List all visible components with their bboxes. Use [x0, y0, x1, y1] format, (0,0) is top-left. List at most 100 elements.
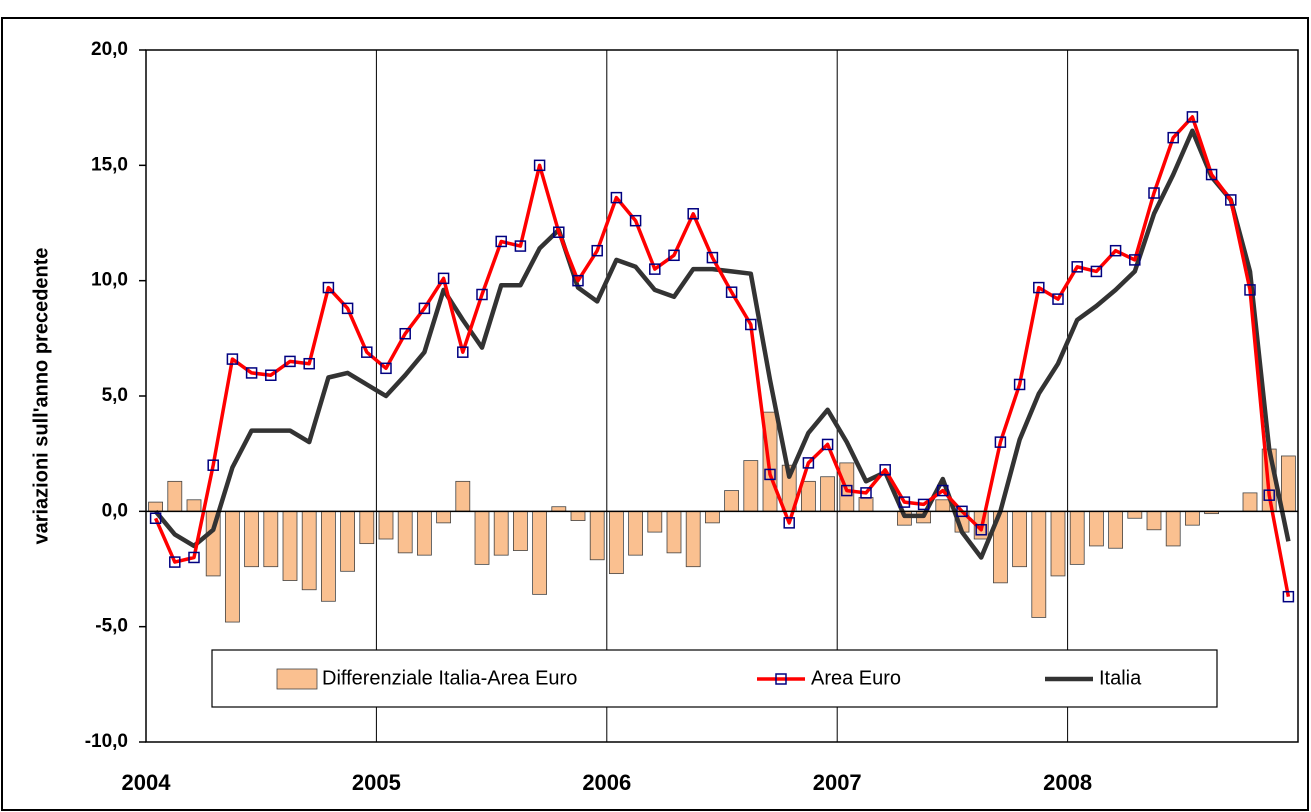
bar: [263, 510, 279, 568]
marker: [457, 346, 469, 358]
bar: [685, 510, 701, 568]
legend-swatch: [276, 668, 318, 690]
bar: [935, 499, 951, 512]
bar: [359, 510, 375, 545]
bar: [1242, 492, 1258, 512]
bar: [1146, 510, 1162, 531]
line: [153, 128, 1291, 560]
marker: [399, 327, 411, 340]
marker: [303, 357, 315, 370]
marker: [1282, 590, 1295, 603]
bar: [1281, 455, 1296, 512]
legend-label: Differenziale Italia-Area Euro: [322, 667, 577, 689]
marker: [879, 464, 891, 476]
bar: [493, 510, 509, 556]
y-tick-label: 0,0: [102, 500, 128, 521]
marker: [994, 436, 1007, 448]
legend-marker: [775, 673, 787, 685]
marker: [226, 353, 239, 365]
bar: [1108, 510, 1123, 549]
marker: [1071, 261, 1083, 273]
marker: [533, 159, 546, 172]
bar: [705, 510, 720, 524]
marker: [245, 367, 258, 379]
bar: [301, 510, 317, 591]
y-tick-label: -10,0: [85, 731, 128, 752]
marker: [841, 484, 853, 497]
marker: [1148, 187, 1160, 199]
marker: [860, 487, 872, 499]
marker: [265, 369, 277, 381]
marker: [1052, 293, 1064, 305]
bar: [724, 490, 739, 512]
bar: [858, 497, 874, 512]
bar: [474, 510, 490, 565]
bar: [1165, 510, 1181, 547]
legend-label: Area Euro: [811, 667, 901, 689]
marker: [1090, 265, 1103, 278]
x-tick-label: 2004: [122, 770, 172, 795]
y-tick-label: 5,0: [102, 385, 128, 406]
marker: [1109, 244, 1122, 257]
bar: [1089, 510, 1104, 547]
marker: [975, 524, 987, 536]
marker: [418, 302, 431, 315]
x-tick-label: 2006: [582, 770, 631, 795]
marker: [610, 191, 623, 204]
marker: [1205, 168, 1218, 181]
bar: [820, 476, 835, 512]
marker: [169, 556, 181, 568]
marker: [476, 288, 488, 301]
bar: [416, 510, 432, 556]
bar: [666, 510, 682, 554]
marker: [687, 208, 699, 220]
bar: [378, 510, 394, 540]
marker: [207, 459, 219, 471]
bar: [1031, 510, 1047, 618]
bar: [609, 510, 624, 575]
bar: [628, 510, 643, 556]
bar: [167, 480, 183, 512]
bar: [1127, 510, 1143, 519]
marker: [1225, 194, 1237, 206]
marker: [629, 214, 642, 227]
marker: [514, 240, 527, 252]
marker: [917, 498, 930, 511]
bar: [436, 510, 452, 524]
y-tick-label: 15,0: [91, 154, 128, 175]
marker: [495, 235, 507, 248]
marker: [1129, 254, 1141, 266]
x-tick-label: 2005: [352, 770, 401, 795]
bar: [1069, 510, 1085, 565]
legend-label: Italia: [1099, 667, 1142, 689]
x-tick-label: 2007: [813, 770, 862, 795]
bar: [340, 510, 356, 572]
marker: [591, 244, 603, 257]
bar: [455, 480, 471, 512]
bar: [801, 480, 816, 512]
marker: [706, 251, 719, 264]
bar: [647, 510, 663, 533]
line: [153, 115, 1291, 598]
bar: [320, 510, 336, 602]
legend: Differenziale Italia-Area Euro Area Euro I…: [211, 649, 1218, 708]
marker: [341, 302, 354, 315]
marker: [149, 512, 162, 525]
marker: [668, 249, 680, 262]
y-tick-label: -5,0: [95, 616, 128, 637]
marker: [322, 281, 335, 294]
marker: [764, 468, 776, 481]
bar: [743, 460, 759, 512]
marker: [1013, 378, 1026, 391]
marker: [188, 551, 200, 564]
marker: [1167, 131, 1179, 144]
marker: [380, 362, 392, 375]
bar: [282, 510, 298, 581]
y-axis-label: variazioni sull'anno precedente: [30, 247, 52, 544]
bar: [1185, 510, 1200, 526]
bar: [532, 510, 547, 595]
bar: [570, 510, 586, 521]
marker: [937, 484, 949, 497]
marker: [821, 438, 834, 451]
